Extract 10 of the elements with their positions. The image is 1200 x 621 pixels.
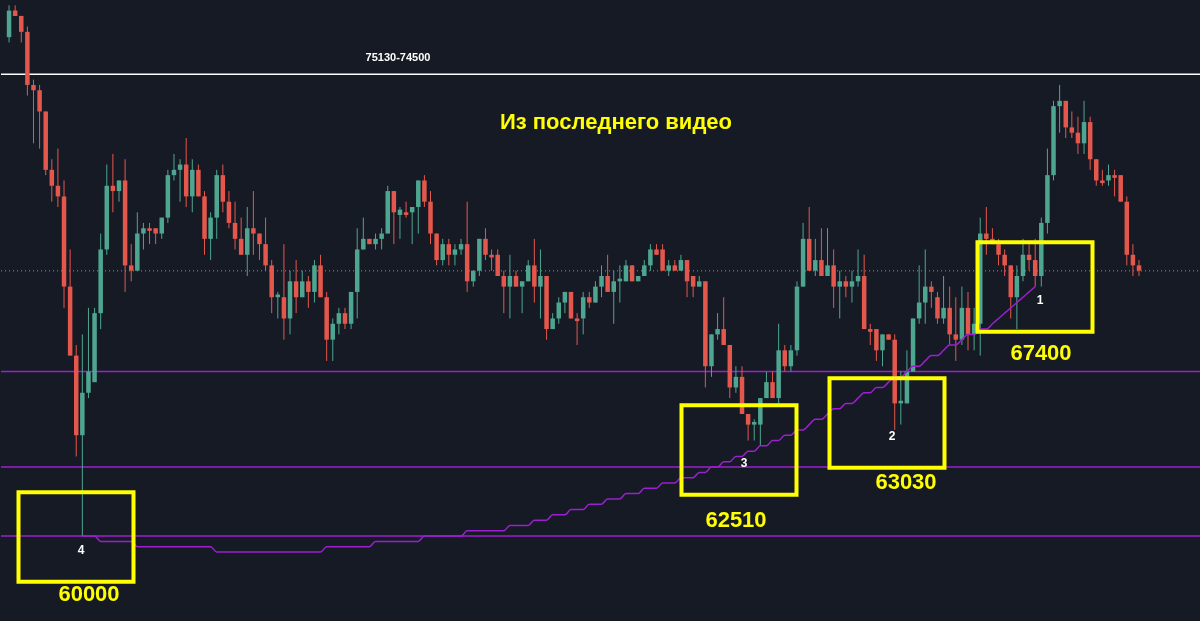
- text: 60000: [58, 581, 120, 606]
- annotation: 63030: [875, 469, 937, 494]
- annotation: Из последнего видео: [499, 109, 733, 134]
- annotation: 62510: [705, 507, 767, 532]
- annotation: 75130-74500: [365, 51, 431, 63]
- annotation: 3: [740, 456, 748, 470]
- annotation: 67400: [1010, 340, 1072, 365]
- annotation: 2: [888, 429, 896, 443]
- text: 4: [77, 543, 85, 557]
- annotation: 1: [1036, 293, 1044, 307]
